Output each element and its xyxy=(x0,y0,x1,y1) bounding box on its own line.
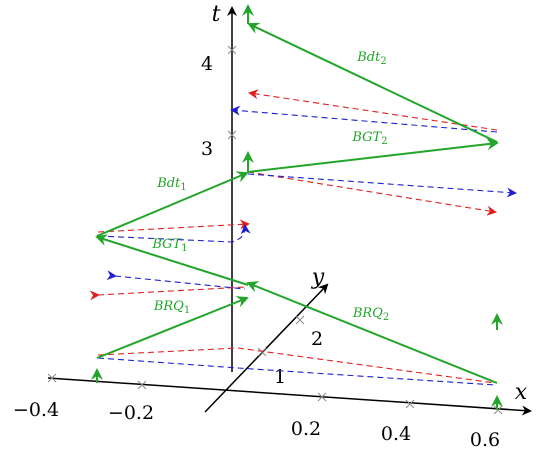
tick-label: 1 xyxy=(274,366,286,388)
blue-dash xyxy=(247,173,517,198)
annotation: BGT2 xyxy=(351,130,387,147)
edge xyxy=(96,171,249,237)
axis-label: y xyxy=(311,265,325,290)
tick-label: 4 xyxy=(201,53,213,75)
blue-dash xyxy=(97,224,251,243)
tick-label: −0.2 xyxy=(108,402,154,424)
axes xyxy=(47,6,532,416)
red-dash xyxy=(248,89,498,131)
green-path xyxy=(91,4,503,410)
x-axis xyxy=(47,377,532,416)
red-dash xyxy=(247,171,497,216)
edge xyxy=(247,22,498,143)
red-dash xyxy=(97,347,496,384)
edge xyxy=(246,281,498,384)
annotation: Bdt2 xyxy=(356,50,386,67)
tick-label: 0.4 xyxy=(381,423,411,445)
blue-dash xyxy=(97,357,496,386)
tick-label: 0.2 xyxy=(291,418,321,440)
dashed-paths xyxy=(89,89,517,386)
tick-crosses xyxy=(47,45,503,415)
axis-label: t xyxy=(212,2,221,27)
edge xyxy=(247,138,499,173)
red-dash xyxy=(89,286,246,301)
annotation: BRQ2 xyxy=(352,306,389,323)
red-dash xyxy=(97,219,250,233)
tick-label: 2 xyxy=(311,328,323,350)
tick-label: 3 xyxy=(201,138,213,160)
edge xyxy=(96,296,249,359)
annotation: Bdt1 xyxy=(156,176,186,193)
axis-label: x xyxy=(515,380,528,405)
annotation: BGT1 xyxy=(151,237,187,254)
blue-dash xyxy=(106,270,246,290)
tick-label: 0.6 xyxy=(470,429,500,451)
edge xyxy=(95,234,249,286)
blue-dash xyxy=(230,105,498,133)
annotation: BRQ1 xyxy=(153,299,190,316)
tick-label: −0.4 xyxy=(13,399,59,421)
